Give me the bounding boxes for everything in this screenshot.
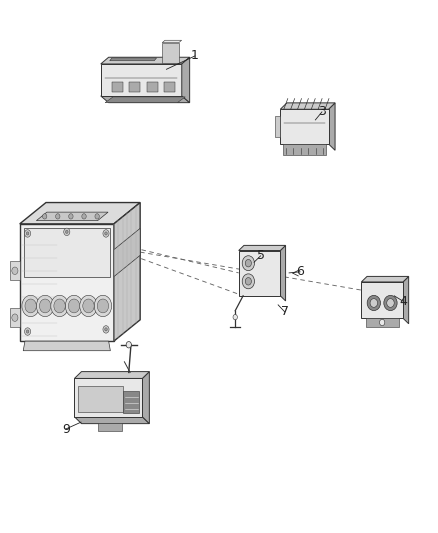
Circle shape xyxy=(56,214,60,219)
Polygon shape xyxy=(20,203,140,224)
Text: 3: 3 xyxy=(318,106,326,118)
Circle shape xyxy=(83,299,94,313)
Circle shape xyxy=(80,295,97,317)
Circle shape xyxy=(25,230,31,237)
Polygon shape xyxy=(23,341,110,351)
Ellipse shape xyxy=(367,295,381,311)
Polygon shape xyxy=(162,41,182,43)
Circle shape xyxy=(69,214,73,219)
Polygon shape xyxy=(74,417,149,424)
Polygon shape xyxy=(74,372,149,378)
Text: 6: 6 xyxy=(296,265,304,278)
Circle shape xyxy=(103,230,109,237)
Circle shape xyxy=(103,326,109,333)
Circle shape xyxy=(126,342,131,348)
Polygon shape xyxy=(10,261,20,280)
Bar xyxy=(147,82,158,92)
Polygon shape xyxy=(239,245,286,251)
Circle shape xyxy=(379,319,385,326)
Circle shape xyxy=(64,228,70,236)
Circle shape xyxy=(12,314,18,321)
Bar xyxy=(164,82,175,92)
Polygon shape xyxy=(275,116,280,137)
Circle shape xyxy=(94,295,112,317)
Polygon shape xyxy=(101,96,190,103)
Ellipse shape xyxy=(387,298,394,308)
Circle shape xyxy=(25,328,31,335)
Bar xyxy=(124,391,139,413)
Circle shape xyxy=(42,214,47,219)
Polygon shape xyxy=(20,224,114,341)
Polygon shape xyxy=(280,245,286,301)
Polygon shape xyxy=(361,277,409,282)
Polygon shape xyxy=(74,378,142,417)
Polygon shape xyxy=(101,64,182,96)
Circle shape xyxy=(97,299,109,313)
Circle shape xyxy=(12,267,18,274)
Text: 5: 5 xyxy=(257,249,265,262)
Bar xyxy=(129,82,140,92)
Circle shape xyxy=(245,278,251,285)
Circle shape xyxy=(242,274,254,289)
Circle shape xyxy=(25,299,36,313)
Circle shape xyxy=(39,299,51,313)
Polygon shape xyxy=(142,372,149,424)
Polygon shape xyxy=(36,212,108,221)
Circle shape xyxy=(65,230,68,233)
Polygon shape xyxy=(114,203,140,341)
Circle shape xyxy=(82,214,86,219)
Circle shape xyxy=(105,328,107,331)
Text: 4: 4 xyxy=(399,295,407,308)
Polygon shape xyxy=(24,228,110,277)
Bar xyxy=(365,318,399,327)
Polygon shape xyxy=(162,43,179,63)
Circle shape xyxy=(22,295,39,317)
Circle shape xyxy=(51,295,68,317)
Text: 9: 9 xyxy=(62,423,70,435)
Polygon shape xyxy=(110,58,157,61)
Circle shape xyxy=(65,295,83,317)
Circle shape xyxy=(242,256,254,271)
Polygon shape xyxy=(182,57,190,103)
Polygon shape xyxy=(280,103,335,109)
Circle shape xyxy=(26,330,29,333)
Circle shape xyxy=(245,260,251,267)
Polygon shape xyxy=(328,103,335,150)
Circle shape xyxy=(68,299,80,313)
Text: 1: 1 xyxy=(191,50,199,62)
Circle shape xyxy=(105,232,107,235)
Polygon shape xyxy=(101,57,190,64)
Polygon shape xyxy=(10,308,20,327)
Circle shape xyxy=(233,314,237,320)
Bar xyxy=(112,82,123,92)
Polygon shape xyxy=(105,97,185,103)
Polygon shape xyxy=(280,109,328,144)
Ellipse shape xyxy=(384,295,397,311)
Circle shape xyxy=(95,214,99,219)
Ellipse shape xyxy=(370,298,378,308)
Polygon shape xyxy=(283,144,326,155)
Circle shape xyxy=(54,299,65,313)
Polygon shape xyxy=(114,228,140,277)
Bar xyxy=(98,423,122,431)
Circle shape xyxy=(26,232,29,235)
Polygon shape xyxy=(403,277,409,324)
FancyBboxPatch shape xyxy=(78,386,123,412)
Circle shape xyxy=(36,295,54,317)
Text: 7: 7 xyxy=(281,305,289,318)
Polygon shape xyxy=(361,282,403,318)
Polygon shape xyxy=(239,251,280,296)
